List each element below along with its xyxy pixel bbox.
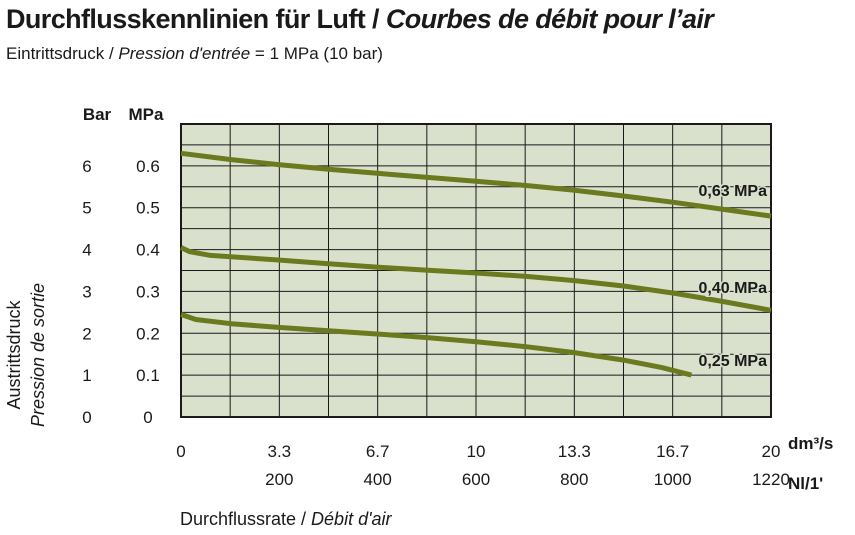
y-header-mpa: MPa: [129, 105, 165, 124]
x-unit-primary: dm³/s: [788, 434, 833, 453]
y-axis-label-main: Austrittsdruck: [4, 299, 24, 409]
x-tick: 0: [176, 442, 185, 461]
y-tick-mpa: 0: [143, 408, 152, 427]
subtitle-main: Eintrittsdruck /: [6, 44, 119, 63]
x-tick: 6.7: [366, 442, 390, 461]
series-line-3: [180, 312, 693, 378]
x-tick-secondary: 1220: [752, 470, 790, 489]
y-tick-bar: 3: [82, 282, 91, 301]
x-tick-secondary: 600: [462, 470, 490, 489]
chart-title: Durchflusskennlinien für Luft / Courbes …: [6, 4, 714, 35]
x-tick: 10: [467, 442, 486, 461]
x-unit-secondary: Nl/1': [788, 474, 823, 493]
y-tick-bar: 2: [82, 324, 91, 343]
y-tick-mpa: 0.6: [136, 157, 160, 176]
x-tick-secondary: 200: [265, 470, 293, 489]
y-tick-mpa: 0.3: [136, 282, 160, 301]
plot-frame: [180, 123, 772, 418]
y-tick-bar: 1: [82, 366, 91, 385]
subtitle-rest: = 1 MPa (10 bar): [250, 44, 383, 63]
y-tick-mpa: 0.4: [136, 241, 160, 260]
title-italic: Courbes de débit pour l’air: [385, 4, 714, 34]
x-tick: 3.3: [268, 442, 292, 461]
y-tick-bar: 6: [82, 157, 91, 176]
y-tick-mpa: 0.2: [136, 324, 160, 343]
series-label-2: 0,40 MPa: [699, 280, 768, 297]
y-tick-bar: 0: [82, 408, 91, 427]
y-tick-bar: 4: [82, 241, 91, 260]
title-separator: /: [365, 4, 386, 34]
y-tick-mpa: 0.1: [136, 366, 160, 385]
chart-subtitle: Eintrittsdruck / Pression d'entrée = 1 M…: [6, 44, 383, 64]
x-tick: 13.3: [558, 442, 591, 461]
title-main: Durchflusskennlinien für Luft: [6, 4, 366, 34]
series-line-2: [179, 245, 772, 313]
x-tick: 20: [762, 442, 781, 461]
y-tick-bar: 5: [82, 199, 91, 218]
subtitle-italic: Pression d'entrée: [118, 44, 251, 63]
y-header-bar: Bar: [83, 105, 112, 124]
y-axis-label-italic: Pression de sortie: [28, 283, 48, 427]
x-axis-label: Durchflussrate / Débit d'air: [180, 509, 393, 529]
y-tick-mpa: 0.5: [136, 199, 160, 218]
x-tick-secondary: 400: [363, 470, 391, 489]
x-tick-secondary: 800: [560, 470, 588, 489]
series-line-1: [180, 150, 772, 219]
x-tick-secondary: 1000: [654, 470, 692, 489]
series-label-3: 0,25 MPa: [699, 353, 768, 370]
series-label-1: 0,63 MPa: [699, 183, 768, 200]
x-tick: 16.7: [656, 442, 689, 461]
